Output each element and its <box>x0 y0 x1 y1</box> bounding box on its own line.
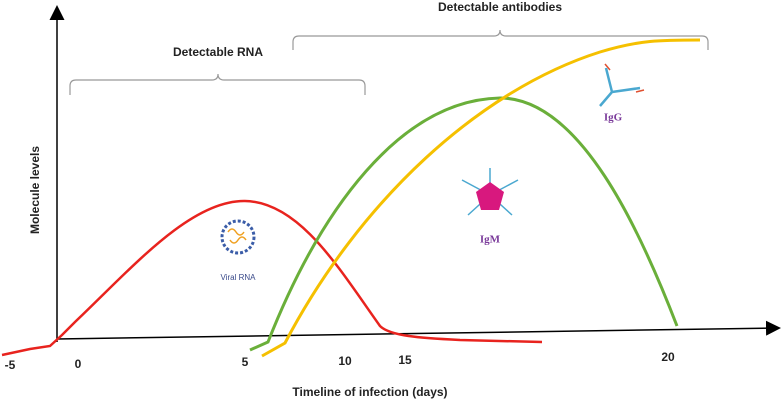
x-tick-label: 0 <box>75 357 82 371</box>
x-tick-label: 5 <box>242 355 249 369</box>
x-tick-label: -5 <box>5 358 16 372</box>
y-axis-label: Molecule levels <box>28 146 42 234</box>
x-axis-label: Timeline of infection (days) <box>292 385 447 399</box>
bracket-label: Detectable RNA <box>173 45 263 59</box>
antibody-bracket <box>292 29 709 50</box>
x-tick-label: 20 <box>661 350 675 364</box>
x-tick-label: 10 <box>338 354 352 368</box>
icon-label: IgG <box>604 112 623 124</box>
icon-label: IgM <box>480 234 501 246</box>
igm-curve <box>249 96 679 352</box>
icon-label: Viral RNA <box>221 273 257 282</box>
viral-rna-icon <box>220 219 256 255</box>
x-tick-label: 15 <box>398 353 412 367</box>
igm-icon <box>461 168 519 216</box>
rna-bracket <box>69 73 366 95</box>
bracket-label: Detectable antibodies <box>438 0 562 14</box>
igg-icon <box>599 63 645 107</box>
igg-curve <box>261 38 701 358</box>
rna-curve <box>1 199 543 357</box>
x-axis <box>56 320 781 340</box>
